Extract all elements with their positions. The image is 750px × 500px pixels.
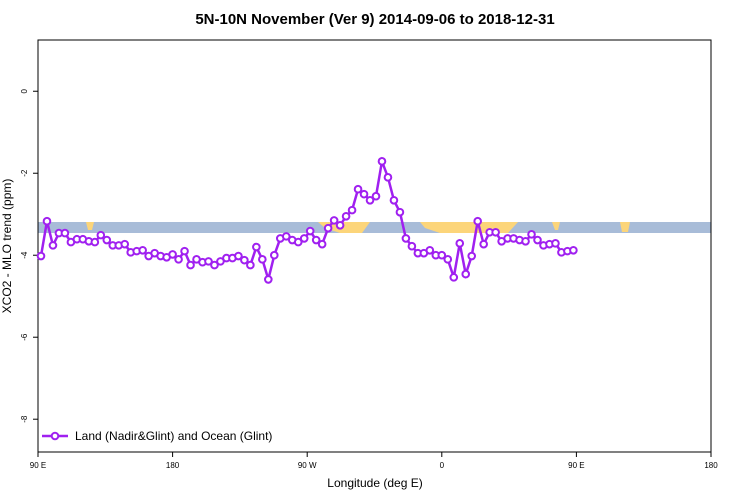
series-line: [39, 156, 574, 285]
legend-label: Land (Nadir&Glint) and Ocean (Glint): [75, 429, 272, 443]
x-tick-label: 90 E: [568, 461, 584, 470]
point: [317, 239, 327, 249]
point: [395, 207, 405, 217]
point: [527, 230, 536, 239]
point: [365, 195, 375, 205]
point: [455, 239, 465, 248]
point: [329, 216, 339, 225]
point: [174, 255, 183, 264]
x-tick-label: 180: [704, 461, 718, 470]
x-tick-label: 180: [166, 461, 180, 470]
point: [407, 241, 417, 251]
point: [401, 234, 411, 243]
point: [90, 237, 100, 247]
point: [96, 230, 106, 240]
point: [48, 241, 58, 250]
point: [204, 257, 213, 266]
point: [371, 191, 381, 201]
legend-marker: [50, 431, 60, 441]
x-axis-label: Longitude (deg E): [327, 476, 422, 490]
land: [86, 222, 94, 230]
map-strip: [38, 222, 711, 233]
point: [293, 237, 303, 247]
chart-title: 5N-10N November (Ver 9) 2014-09-06 to 20…: [195, 11, 554, 28]
point: [210, 260, 219, 270]
point: [252, 242, 261, 252]
y-tick-label: -2: [20, 169, 29, 177]
point: [234, 251, 243, 261]
point: [425, 246, 435, 255]
x-tick-label: 0: [440, 461, 445, 470]
point: [383, 173, 393, 182]
point: [281, 232, 291, 241]
land: [552, 222, 560, 230]
y-tick-label: -4: [20, 251, 29, 259]
y-tick-label: -6: [20, 333, 29, 341]
point: [353, 184, 363, 194]
point: [533, 235, 542, 245]
point: [443, 255, 453, 264]
point: [168, 250, 177, 259]
point: [138, 246, 147, 255]
point: [240, 255, 249, 265]
point: [491, 227, 500, 237]
point: [467, 251, 477, 261]
y-tick-label: 0: [20, 88, 29, 93]
point: [299, 234, 309, 243]
point: [42, 216, 52, 226]
point: [473, 216, 482, 226]
point: [521, 236, 530, 246]
land: [620, 222, 630, 232]
x-tick-label: 90 W: [298, 461, 317, 470]
point: [258, 255, 267, 264]
point: [377, 157, 387, 166]
point: [461, 269, 471, 279]
point: [305, 226, 315, 236]
point: [36, 251, 46, 261]
point: [102, 235, 112, 245]
point: [60, 228, 70, 238]
point: [180, 246, 189, 256]
point: [341, 211, 351, 221]
point: [479, 239, 488, 249]
point: [437, 250, 447, 260]
y-axis-label: XCO2 - MLO trend (ppm): [0, 179, 14, 314]
y-tick-label: -8: [20, 415, 29, 423]
point: [569, 246, 578, 255]
point: [359, 189, 369, 199]
point: [323, 223, 333, 233]
point: [264, 275, 273, 284]
point: [269, 250, 279, 260]
plot-frame: [37, 39, 712, 453]
point: [186, 260, 195, 270]
point: [120, 239, 130, 249]
point: [389, 195, 399, 205]
x-tick-label: 90 E: [30, 461, 46, 470]
point: [311, 235, 321, 245]
point: [449, 273, 459, 282]
point: [335, 220, 345, 230]
point: [347, 205, 357, 215]
ocean-strip: [38, 222, 711, 233]
point: [246, 260, 255, 270]
point: [551, 239, 560, 248]
